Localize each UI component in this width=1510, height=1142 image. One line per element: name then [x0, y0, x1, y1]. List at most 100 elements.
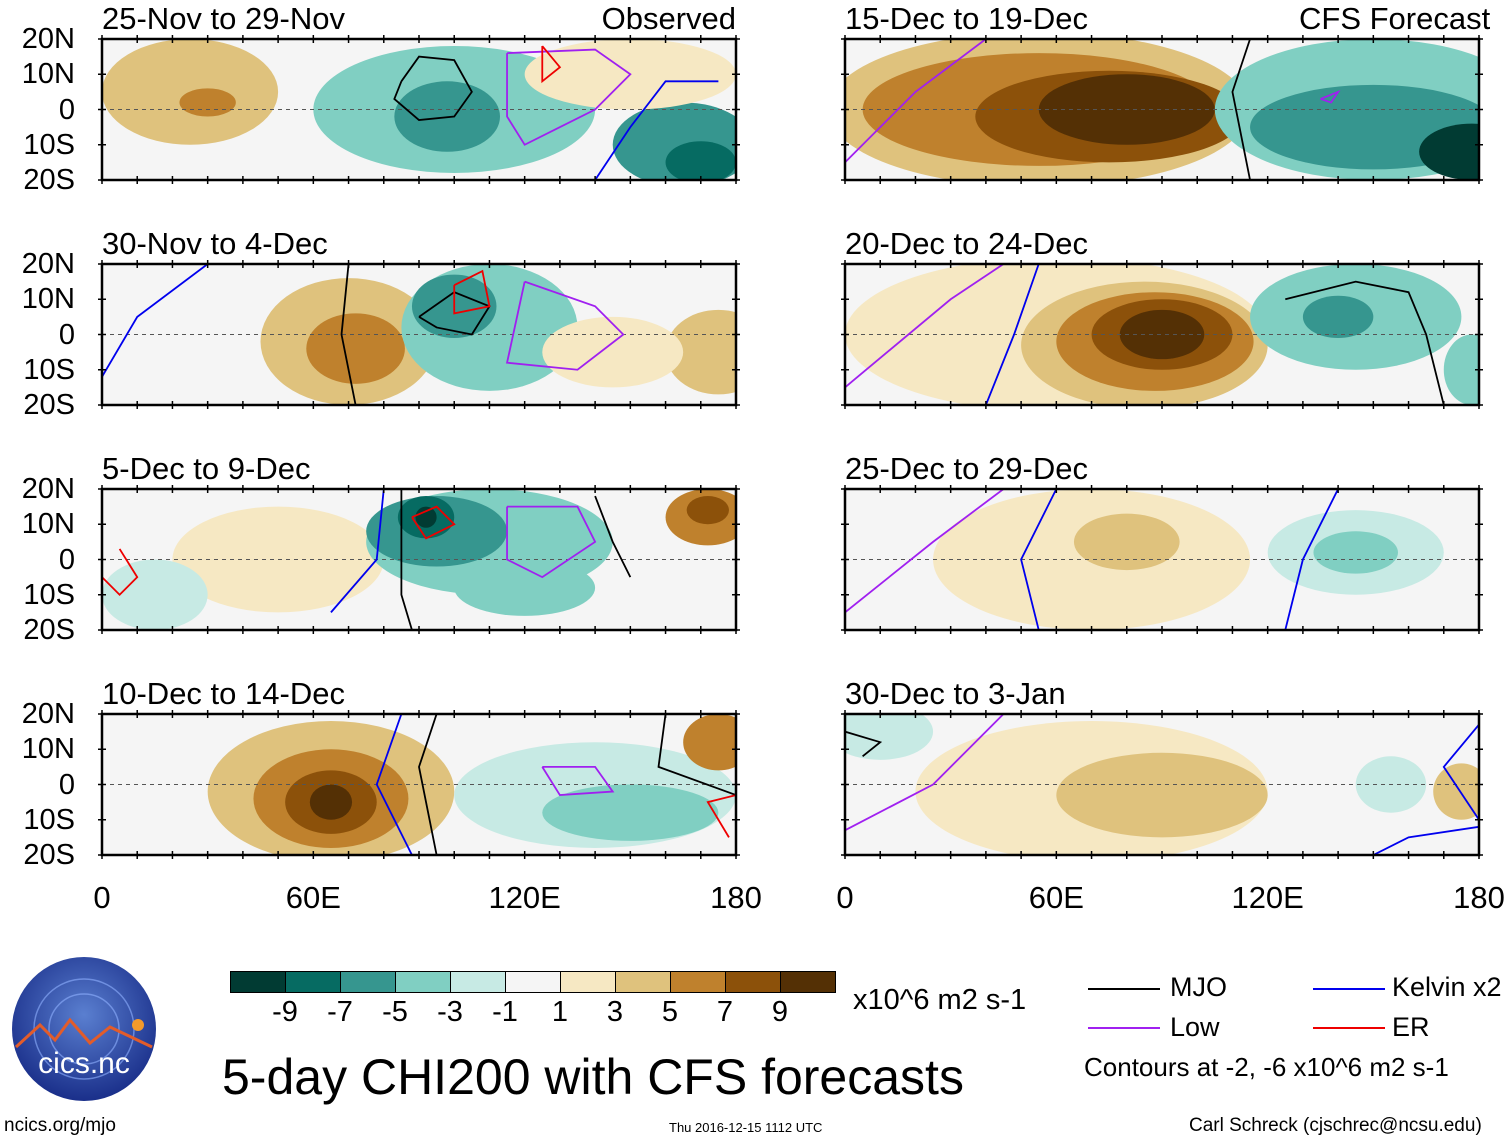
map-panel — [98, 485, 740, 634]
colorbar-tick-label: -9 — [272, 996, 298, 1028]
panel-title: 25-Nov to 29-Nov — [102, 1, 345, 36]
latitude-label: 10N — [21, 508, 75, 541]
mjo-contour — [657, 714, 736, 796]
anomaly-region — [1119, 309, 1205, 360]
low-contour — [505, 280, 625, 371]
er-contour — [541, 45, 562, 84]
latitude-label: 10S — [23, 128, 75, 161]
latitude-label: 10S — [23, 803, 75, 836]
mjo-contour — [1231, 39, 1251, 180]
colorbar-swatch — [450, 971, 506, 993]
mjo-contour — [418, 291, 491, 336]
low-contour — [541, 765, 615, 797]
colorbar-tick-label: -1 — [492, 996, 518, 1028]
kelvin-contour — [1442, 723, 1479, 821]
low-contour — [845, 714, 1005, 832]
er-contour — [706, 794, 736, 838]
low-contour — [845, 39, 987, 164]
latitude-label: 20S — [23, 839, 75, 871]
footer-timestamp: Thu 2016-12-15 1112 UTC — [669, 1120, 823, 1135]
longitude-label: 60E — [1028, 880, 1084, 915]
anomaly-region — [1073, 513, 1180, 571]
latitude-label: 10S — [23, 353, 75, 386]
mjo-contour — [418, 714, 438, 855]
longitude-label: 120E — [1231, 880, 1304, 915]
colorbar-swatch — [615, 971, 671, 993]
low-line-swatch — [1088, 1027, 1160, 1029]
latitude-label: 0 — [58, 318, 75, 351]
legend-er: ER — [1392, 1012, 1430, 1042]
kelvin-contour — [1020, 489, 1058, 630]
map-panel — [98, 35, 740, 184]
colorbar-swatch — [505, 971, 561, 993]
er-contour — [411, 505, 456, 540]
colorbar-swatch — [725, 971, 781, 993]
latitude-label: 0 — [58, 543, 75, 576]
latitude-label: 20S — [23, 389, 75, 421]
latitude-label: 0 — [58, 768, 75, 801]
anomaly-region — [665, 141, 736, 180]
legend-mjo: MJO — [1170, 972, 1227, 1002]
latitude-label: 20S — [23, 614, 75, 646]
kelvin-contour — [330, 489, 385, 613]
longitude-label: 180 — [1453, 880, 1505, 915]
footer-author: Carl Schreck (cjschrec@ncsu.edu) — [1189, 1115, 1482, 1136]
latitude-label: 10N — [21, 58, 75, 91]
er-contour — [102, 548, 139, 597]
colorbar-swatch — [395, 971, 451, 993]
mjo-contour — [393, 55, 473, 122]
figure-title: 5-day CHI200 with CFS forecasts — [222, 1049, 964, 1105]
colorbar-tick-label: 5 — [661, 996, 679, 1028]
anomaly-region — [1433, 763, 1479, 820]
latitude-label: 20N — [21, 473, 75, 505]
low-contour — [845, 489, 1005, 614]
panel-tag: CFS Forecast — [1299, 1, 1491, 36]
colorbar-tick-label: 9 — [771, 996, 789, 1028]
panel-title: 20-Dec to 24-Dec — [845, 226, 1088, 261]
map-panel — [841, 710, 1483, 859]
map-panel — [841, 35, 1483, 184]
anomaly-region — [179, 88, 236, 117]
longitude-label: 120E — [488, 880, 561, 915]
kelvin-contour — [102, 264, 209, 378]
colorbar-tick-label: -5 — [382, 996, 408, 1028]
low-contour — [845, 264, 1004, 389]
panel-title: 25-Dec to 29-Dec — [845, 451, 1088, 486]
latitude-label: 20N — [21, 698, 75, 730]
latitude-label: 20S — [23, 164, 75, 196]
colorbar-tick-label: 7 — [716, 996, 734, 1028]
colorbar-tick-label: 3 — [606, 996, 624, 1028]
kelvin-contour — [1284, 489, 1339, 630]
kelvin-contour — [594, 80, 719, 180]
mjo-line-swatch — [1088, 988, 1160, 990]
legend-low: Low — [1170, 1012, 1220, 1042]
kelvin-line-swatch — [1313, 988, 1385, 990]
latitude-label: 10S — [23, 578, 75, 611]
panel-title: 15-Dec to 19-Dec — [845, 1, 1088, 36]
colorbar-swatch — [340, 971, 396, 993]
mjo-contour — [400, 489, 413, 630]
map-panel — [841, 260, 1483, 409]
panel-title: 30-Dec to 3-Jan — [845, 676, 1066, 711]
latitude-label: 20N — [21, 23, 75, 55]
longitude-label: 180 — [710, 880, 762, 915]
latitude-label: 20N — [21, 248, 75, 280]
longitude-label: 0 — [836, 880, 854, 915]
colorbar-tick-label: -3 — [437, 996, 463, 1028]
cics-logo: cics.nc — [12, 957, 156, 1101]
low-contour — [506, 48, 632, 146]
anomaly-region — [309, 784, 353, 820]
colorbar-swatch — [780, 971, 836, 993]
panel-tag: Observed — [601, 1, 736, 36]
low-contour — [1320, 89, 1341, 104]
anomaly-region — [686, 496, 729, 525]
footer-url: ncics.org/mjo — [4, 1115, 116, 1136]
kelvin-contour — [985, 264, 1040, 405]
colorbar-tick-label: 1 — [551, 996, 569, 1028]
anomaly-region — [454, 559, 596, 616]
er-line-swatch — [1313, 1027, 1385, 1029]
latitude-label: 10N — [21, 283, 75, 316]
anomaly-region — [1313, 531, 1398, 574]
